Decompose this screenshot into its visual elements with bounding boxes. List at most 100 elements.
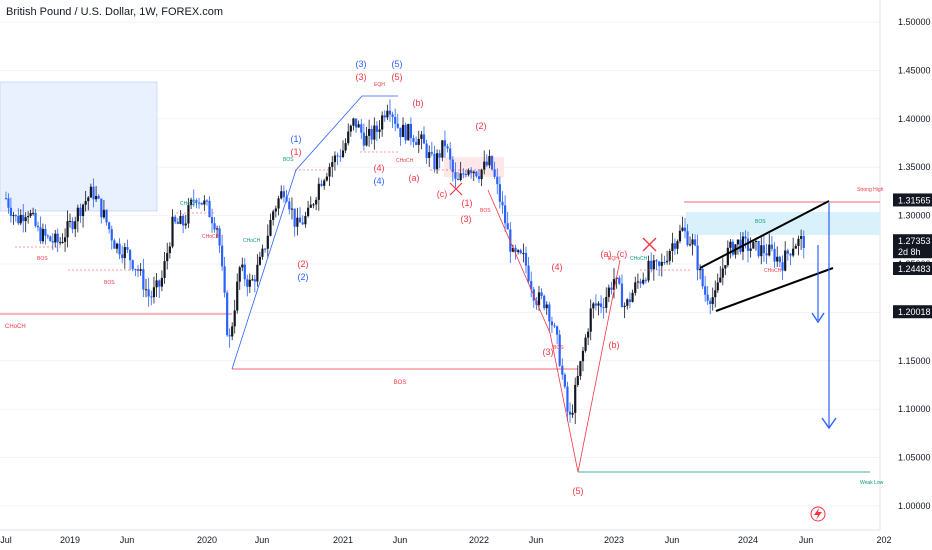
candle-body [757,240,760,257]
label-choch-4: CHoCH [180,201,198,207]
candle-body [205,200,209,202]
candle-body [367,128,371,136]
candle-body [607,287,610,297]
candle-body [451,159,454,173]
candle-body [231,326,234,337]
candle-body [404,124,407,141]
candle-body [716,282,719,291]
label-choch-6: CHoCH [630,256,648,262]
x-tick-label: Jun [529,535,544,545]
candle-body [435,153,439,170]
wave-a-1: (a) [409,173,420,183]
x-tick-label: Jun [799,535,814,545]
candle-body [678,230,682,242]
candle-body [341,150,345,157]
candle-body [556,326,559,335]
y-tick-label: 1.05000 [898,453,931,463]
supply-zone-2018 [0,81,158,212]
candle-body [537,292,541,305]
candle-body [401,124,405,138]
candle-body [618,277,621,284]
candle-body [168,246,171,254]
candle-body [312,204,315,206]
candle-body [623,305,626,308]
candle-body [462,173,465,175]
candle-body [561,365,564,375]
candle-body [128,249,132,261]
candle-body [706,294,709,301]
candle-body [467,170,470,175]
candle-body [553,325,556,327]
candle-body [693,239,697,246]
candle-body [142,269,145,290]
candle-body [251,279,254,281]
candle-body [4,198,8,200]
candle-body [293,208,296,227]
candle-body [433,153,436,170]
candle-body [370,128,373,140]
candle-body [134,269,137,271]
candle-body [626,299,629,306]
candle-body [158,280,161,287]
candle-body [610,287,613,290]
candle-body [27,216,30,218]
candle-body [634,282,637,293]
candle-body [113,240,116,249]
candle-body [365,135,368,146]
candle-body [223,266,226,293]
candle-body [628,299,632,302]
label-bos-main: BOS [394,380,407,386]
candle-body [789,253,792,256]
candle-body [420,134,423,139]
candle-body [701,268,704,287]
candle-body [729,241,732,248]
candle-body [443,140,447,147]
candle-body [746,238,750,251]
candle-body [87,197,90,202]
flash-icon[interactable] [810,506,826,522]
candle-body [794,245,797,249]
candle-body [349,125,352,132]
candle-body [258,256,261,265]
candle-body [195,200,198,203]
candle-body [412,138,415,143]
arrow-long-head [821,417,837,430]
candle-body [765,253,768,256]
wave-3-red-b: (3) [461,214,472,224]
candle-body [514,247,517,252]
candle-body [261,248,264,257]
wave-c-1: (c) [437,189,448,199]
candle-body [438,153,441,158]
candle-body [524,252,528,266]
candle-body [776,256,779,262]
candle-body [84,201,87,205]
candle-body [357,124,360,128]
candle-body [543,295,546,309]
candle-body [472,171,475,174]
label-strong-high: Strong High [857,187,884,193]
candle-body [792,248,795,256]
candle-body [797,238,800,246]
wave-line-blue [231,95,398,370]
candle-body [605,296,608,308]
label-bos-5: BOS [553,345,564,351]
candle-body [92,186,95,200]
candle-body [63,237,67,242]
candle-body [160,277,164,287]
candle-body [323,180,326,186]
x-mark-1 [449,182,463,196]
candle-body [724,265,727,269]
x-tick-label: Jun [120,535,135,545]
y-tick-label: 1.15000 [898,356,931,366]
candle-body [470,170,473,174]
price-label-text: 1.27353 [898,236,931,246]
wave-2-blue: (2) [298,272,309,282]
candle-body [17,215,20,224]
supply-zone-2023 [686,212,880,235]
price-label-box [893,234,932,259]
candle-body [131,260,134,270]
label-eqh-2: EQH [608,256,619,262]
price-label-text: 1.24483 [898,264,931,274]
y-tick-label: 1.50000 [898,17,931,27]
